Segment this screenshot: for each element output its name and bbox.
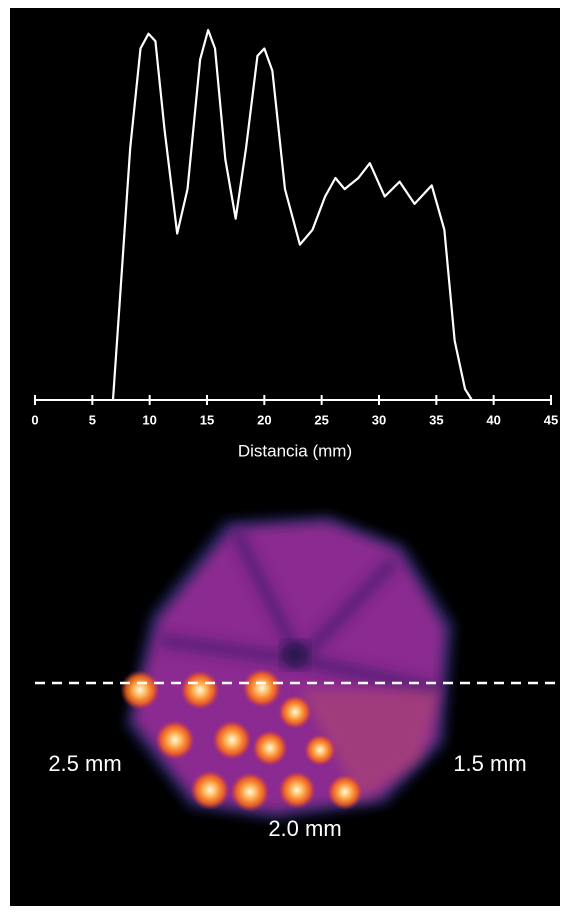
x-tick-label: 10 bbox=[142, 412, 156, 427]
x-tick-label: 25 bbox=[314, 412, 328, 427]
image-label: 1.5 mm bbox=[453, 751, 526, 776]
x-tick-label: 40 bbox=[486, 412, 500, 427]
x-tick-label: 35 bbox=[429, 412, 443, 427]
profile-line bbox=[111, 28, 473, 401]
phantom-image bbox=[35, 515, 560, 820]
x-axis-label: Distancia (mm) bbox=[238, 441, 352, 460]
x-tick-label: 0 bbox=[31, 412, 38, 427]
image-label: 2.5 mm bbox=[48, 751, 121, 776]
x-tick-label: 5 bbox=[89, 412, 96, 427]
x-tick-label: 45 bbox=[544, 412, 558, 427]
x-tick-label: 15 bbox=[200, 412, 214, 427]
x-tick-label: 30 bbox=[372, 412, 386, 427]
profile-plot: 0 5 10 15 20 25 30 35 40 45 bbox=[31, 28, 558, 427]
x-tick-label: 20 bbox=[257, 412, 271, 427]
image-label: 2.0 mm bbox=[268, 816, 341, 841]
